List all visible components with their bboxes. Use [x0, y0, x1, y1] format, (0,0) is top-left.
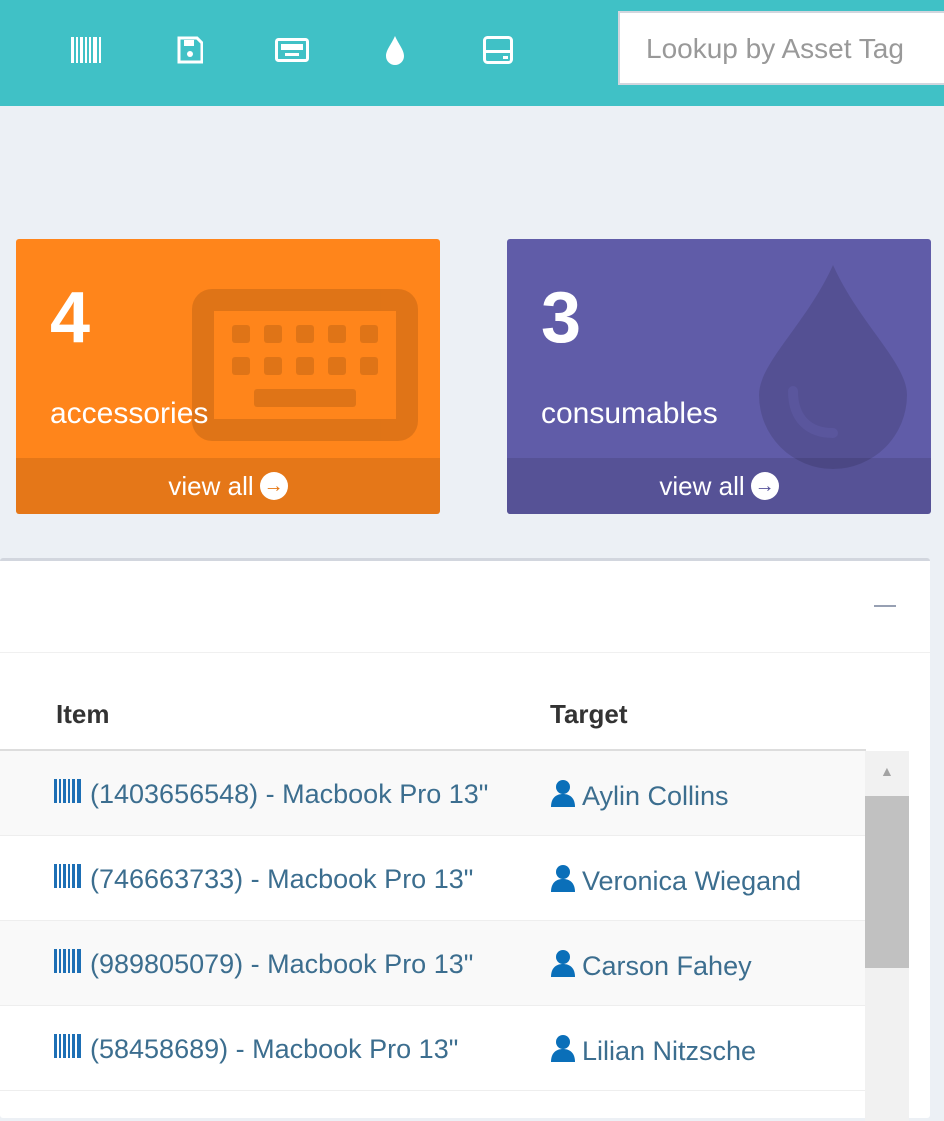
tint-icon[interactable]	[377, 32, 413, 68]
target-link[interactable]: Aylin Collins	[550, 779, 729, 814]
consumables-box: 3 consumables view all →	[507, 239, 931, 514]
item-name[interactable]: (58458689) - Macbook Pro 13"	[90, 1034, 459, 1064]
user-icon	[550, 779, 576, 814]
recent-activity-panel: Item Target (1403656548) - Macbook Pro 1…	[0, 558, 930, 1121]
scroll-up-icon[interactable]: ▲	[880, 763, 894, 779]
user-icon	[550, 864, 576, 899]
item-link[interactable]: (58458689) - Macbook Pro 13"	[54, 1034, 458, 1065]
barcode-icon	[54, 779, 84, 810]
target-link[interactable]: Veronica Wiegand	[550, 864, 801, 899]
barcode-icon	[54, 949, 84, 980]
item-link[interactable]: (1403656548) - Macbook Pro 13"	[54, 779, 488, 810]
column-header-target[interactable]: Target	[550, 699, 628, 729]
target-name[interactable]: Veronica Wiegand	[582, 866, 802, 896]
scrollbar[interactable]: ▲	[865, 751, 909, 1121]
accessories-label: accessories	[50, 397, 209, 430]
keyboard-icon[interactable]	[274, 32, 310, 68]
target-link[interactable]: Carson Fahey	[550, 949, 752, 984]
user-icon	[550, 949, 576, 984]
barcode-icon	[54, 1034, 84, 1065]
view-all-label: view all	[659, 470, 745, 501]
item-name[interactable]: (1403656548) - Macbook Pro 13"	[90, 779, 489, 809]
collapse-button[interactable]	[874, 605, 896, 607]
save-icon[interactable]	[172, 32, 208, 68]
arrow-circle-right-icon: →	[259, 472, 288, 500]
table-row: (989805079) - Macbook Pro 13" Carson Fahe…	[0, 921, 866, 1006]
target-link[interactable]: Lilian Nitzsche	[550, 1034, 756, 1069]
barcode-icon[interactable]	[68, 32, 104, 68]
user-icon	[550, 1034, 576, 1069]
item-link[interactable]: (989805079) - Macbook Pro 13"	[54, 949, 473, 980]
consumables-label: consumables	[541, 397, 718, 430]
accessories-count: 4	[50, 278, 91, 358]
asset-tag-search-input[interactable]: Lookup by Asset Tag	[618, 11, 944, 85]
table-row: (1403656548) - Macbook Pro 13" Aylin Coll…	[0, 751, 866, 836]
table-row: (58458689) - Macbook Pro 13" Lilian Nitzs…	[0, 1006, 866, 1091]
tint-icon	[759, 265, 907, 469]
view-all-label: view all	[168, 470, 254, 501]
target-name[interactable]: Carson Fahey	[582, 951, 752, 981]
hdd-icon[interactable]	[480, 32, 516, 68]
item-name[interactable]: (989805079) - Macbook Pro 13"	[90, 949, 474, 979]
scrollbar-thumb[interactable]	[865, 796, 909, 968]
top-navbar: Lookup by Asset Tag	[0, 0, 944, 106]
item-name[interactable]: (746663733) - Macbook Pro 13"	[90, 864, 474, 894]
panel-header	[0, 561, 930, 653]
arrow-circle-right-icon: →	[750, 472, 779, 500]
accessories-box: 4 accessories view all →	[16, 239, 440, 514]
consumables-count: 3	[541, 278, 582, 358]
target-name[interactable]: Aylin Collins	[582, 781, 729, 811]
barcode-icon	[54, 864, 84, 895]
table-row: (746663733) - Macbook Pro 13" Veronica Wi…	[0, 836, 866, 921]
consumables-view-all-link[interactable]: view all →	[507, 458, 931, 514]
column-header-item[interactable]: Item	[56, 699, 110, 729]
accessories-view-all-link[interactable]: view all →	[16, 458, 440, 514]
target-name[interactable]: Lilian Nitzsche	[582, 1036, 757, 1066]
item-link[interactable]: (746663733) - Macbook Pro 13"	[54, 864, 473, 895]
keyboard-icon	[192, 289, 418, 441]
